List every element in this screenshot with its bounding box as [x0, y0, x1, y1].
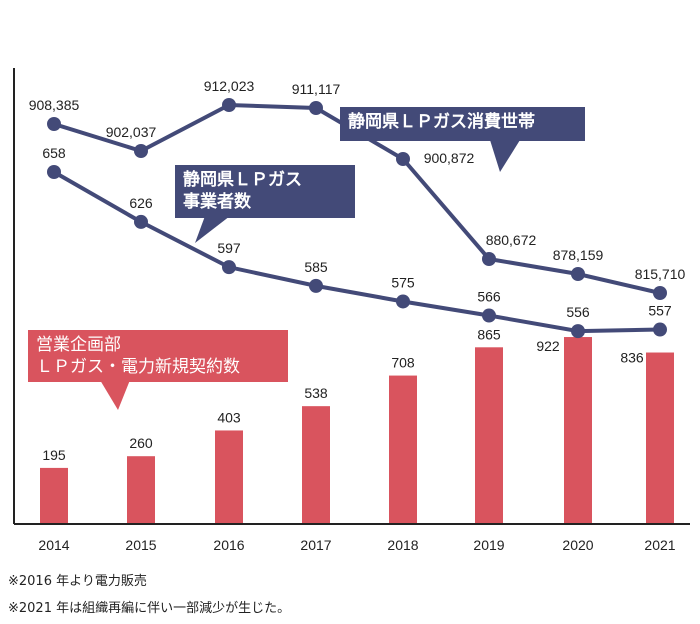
households-callout-tail: [490, 140, 520, 172]
operators-point: [47, 165, 61, 179]
operators-point: [222, 260, 236, 275]
x-tick-label: 2015: [125, 537, 156, 553]
bar: [127, 456, 155, 523]
x-tick-label: 2018: [387, 537, 418, 553]
footnote-2: ※2021 年は組織再編に伴い一部減少が生じた。: [8, 601, 291, 616]
households-point: [482, 252, 496, 266]
operators-data-label: 566: [477, 289, 501, 305]
households-data-label: 908,385: [29, 97, 80, 113]
operators-line: [53, 170, 661, 334]
operators-callout: 静岡県ＬＰガス 事業者数: [175, 165, 355, 218]
operators-data-label: 556: [566, 304, 590, 320]
x-tick-label: 2017: [300, 537, 331, 553]
households-point: [134, 144, 148, 158]
x-tick-label: 2014: [38, 537, 69, 553]
x-tick-label: 2020: [562, 537, 593, 553]
operators-callout-tail: [195, 216, 230, 243]
bar: [302, 406, 330, 523]
households-data-label: 880,672: [486, 232, 537, 248]
households-point: [571, 267, 585, 281]
households-point: [222, 98, 236, 112]
bar: [564, 337, 592, 523]
bar-data-label: 865: [477, 326, 501, 342]
operators-point: [653, 322, 667, 337]
households-point: [47, 117, 61, 131]
households-point: [653, 286, 667, 300]
bar-data-label: 538: [304, 385, 328, 401]
contracts-callout-line1: 営業企画部: [36, 335, 121, 355]
contracts-callout: 営業企画部 ＬＰガス・電力新規契約数: [28, 330, 288, 382]
bar: [475, 347, 503, 523]
households-point: [396, 152, 410, 166]
operators-callout-line1: 静岡県ＬＰガス: [183, 170, 302, 190]
operators-data-label: 626: [129, 195, 153, 211]
operators-point: [571, 324, 585, 339]
bar-data-label: 836: [620, 350, 644, 366]
contracts-callout-line2: ＬＰガス・電力新規契約数: [36, 357, 240, 377]
bar-data-label: 403: [217, 409, 241, 425]
operators-point: [482, 308, 496, 323]
bar: [646, 352, 674, 523]
operators-point: [396, 294, 410, 309]
operators-data-label: 557: [648, 303, 672, 319]
footnote-1: ※2016 年より電力販売: [8, 574, 147, 589]
operators-point: [134, 214, 148, 229]
bar: [389, 375, 417, 523]
bar-data-label: 708: [391, 355, 415, 371]
households-data-label: 912,023: [204, 78, 255, 94]
bar-data-label: 195: [42, 447, 66, 463]
households-data-label: 900,872: [424, 150, 475, 166]
operators-callout-line2: 事業者数: [183, 192, 251, 212]
x-tick-label: 2021: [644, 537, 675, 553]
bar: [40, 467, 68, 523]
x-tick-label: 2019: [473, 537, 504, 553]
operators-point: [309, 278, 323, 293]
households-callout: 静岡県ＬＰガス消費世帯: [340, 107, 585, 141]
bar-data-label: 260: [129, 435, 153, 451]
bar-data-label: 922: [536, 338, 560, 354]
households-point: [309, 101, 323, 115]
households-data-label: 815,710: [635, 266, 686, 282]
households-data-label: 911,117: [292, 81, 341, 97]
households-data-label: 878,159: [553, 247, 604, 263]
contracts-callout-tail: [100, 380, 130, 410]
operators-data-label: 575: [391, 274, 415, 290]
x-tick-label: 2016: [213, 537, 244, 553]
operators-data-label: 597: [217, 240, 241, 256]
households-data-label: 902,037: [106, 124, 157, 140]
operators-data-label: 585: [304, 259, 328, 275]
operators-data-label: 658: [42, 145, 66, 161]
bar: [215, 430, 243, 523]
